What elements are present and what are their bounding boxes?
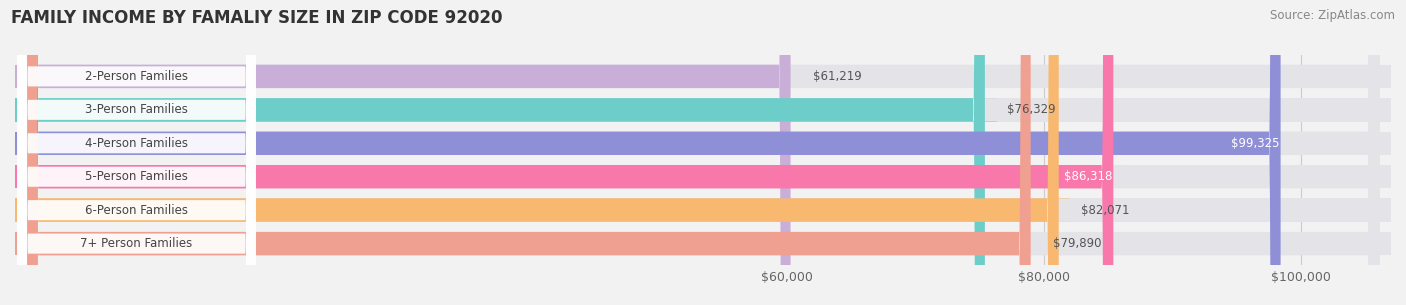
- FancyBboxPatch shape: [17, 0, 256, 305]
- Text: Source: ZipAtlas.com: Source: ZipAtlas.com: [1270, 9, 1395, 22]
- Bar: [15, 232, 1042, 255]
- Text: 6-Person Families: 6-Person Families: [84, 204, 188, 217]
- Bar: [15, 65, 1391, 88]
- Bar: [15, 199, 1391, 222]
- Text: $79,890: $79,890: [1053, 237, 1101, 250]
- Text: 7+ Person Families: 7+ Person Families: [80, 237, 193, 250]
- Bar: [15, 199, 1070, 222]
- FancyBboxPatch shape: [27, 0, 1379, 305]
- Text: FAMILY INCOME BY FAMALIY SIZE IN ZIP CODE 92020: FAMILY INCOME BY FAMALIY SIZE IN ZIP COD…: [11, 9, 503, 27]
- Text: $99,325: $99,325: [1230, 137, 1279, 150]
- Bar: [15, 65, 803, 88]
- FancyBboxPatch shape: [17, 0, 256, 305]
- FancyBboxPatch shape: [27, 0, 1031, 305]
- Text: $82,071: $82,071: [1081, 204, 1129, 217]
- Text: $61,219: $61,219: [813, 70, 862, 83]
- Text: $86,318: $86,318: [1064, 170, 1112, 183]
- Text: 2-Person Families: 2-Person Families: [84, 70, 188, 83]
- FancyBboxPatch shape: [27, 0, 1379, 305]
- FancyBboxPatch shape: [27, 0, 1379, 305]
- Bar: [15, 165, 1391, 188]
- Bar: [15, 131, 1292, 155]
- Bar: [15, 98, 1391, 121]
- Text: 4-Person Families: 4-Person Families: [84, 137, 188, 150]
- Bar: [15, 131, 1391, 155]
- FancyBboxPatch shape: [17, 0, 256, 305]
- FancyBboxPatch shape: [17, 0, 256, 305]
- FancyBboxPatch shape: [27, 0, 984, 305]
- Bar: [15, 98, 997, 121]
- Bar: [15, 232, 1391, 255]
- Bar: [15, 165, 1125, 188]
- FancyBboxPatch shape: [27, 0, 1379, 305]
- FancyBboxPatch shape: [27, 0, 1059, 305]
- FancyBboxPatch shape: [27, 0, 1379, 305]
- FancyBboxPatch shape: [27, 0, 1114, 305]
- Text: 5-Person Families: 5-Person Families: [86, 170, 188, 183]
- FancyBboxPatch shape: [17, 0, 256, 305]
- FancyBboxPatch shape: [27, 0, 790, 305]
- FancyBboxPatch shape: [27, 0, 1281, 305]
- Text: $76,329: $76,329: [1007, 103, 1056, 116]
- FancyBboxPatch shape: [17, 0, 256, 305]
- Text: 3-Person Families: 3-Person Families: [86, 103, 188, 116]
- FancyBboxPatch shape: [27, 0, 1379, 305]
